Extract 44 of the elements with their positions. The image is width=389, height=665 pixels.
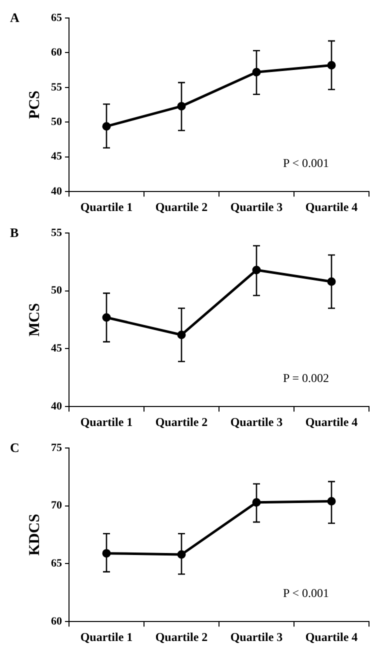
- y-tick-label: 50: [51, 284, 62, 297]
- x-tick-label: Quartile 3: [230, 414, 283, 429]
- x-tick-label: Quartile 2: [155, 630, 208, 644]
- y-tick-label: 55: [51, 226, 62, 239]
- x-tick-label: Quartile 4: [305, 414, 358, 429]
- y-tick-label: 40: [51, 185, 62, 198]
- y-tick-label: 65: [51, 12, 62, 24]
- y-axis-title: MCS: [26, 303, 43, 336]
- y-tick-label: 50: [51, 116, 62, 128]
- y-axis-title: PCS: [26, 90, 43, 119]
- y-tick-label: 45: [51, 342, 62, 355]
- x-tick-label: Quartile 3: [230, 630, 283, 644]
- x-tick-label: Quartile 2: [155, 200, 208, 214]
- x-tick-label: Quartile 4: [305, 200, 358, 214]
- point: [177, 330, 186, 340]
- annotation: P < 0.001: [283, 156, 329, 170]
- point: [327, 60, 336, 70]
- annotation: P = 0.002: [283, 370, 329, 385]
- x-tick-label: Quartile 1: [80, 414, 133, 429]
- chart-title: C: [10, 440, 20, 455]
- annotation: P < 0.001: [283, 586, 329, 600]
- y-tick-label: 70: [51, 500, 62, 512]
- y-tick-label: 75: [51, 442, 62, 454]
- chart-title: B: [10, 224, 19, 240]
- y-tick-label: 60: [51, 615, 62, 628]
- point: [327, 496, 336, 506]
- y-axis-title: KDCS: [26, 514, 43, 556]
- point: [102, 549, 111, 558]
- x-tick-label: Quartile 4: [305, 630, 358, 644]
- point: [252, 498, 261, 507]
- y-tick-label: 55: [51, 81, 62, 94]
- x-tick-label: Quartile 1: [80, 200, 133, 214]
- point: [327, 277, 336, 286]
- y-tick-label: 45: [51, 150, 62, 163]
- y-tick-label: 60: [51, 46, 62, 59]
- chart-title: A: [10, 10, 20, 25]
- x-tick-label: Quartile 3: [230, 200, 283, 214]
- x-tick-label: Quartile 2: [155, 414, 208, 429]
- point: [177, 102, 186, 110]
- x-tick-label: Quartile 1: [80, 630, 133, 644]
- y-tick-label: 40: [51, 400, 62, 412]
- y-tick-label: 65: [51, 558, 62, 570]
- point: [102, 122, 111, 131]
- point: [252, 68, 261, 76]
